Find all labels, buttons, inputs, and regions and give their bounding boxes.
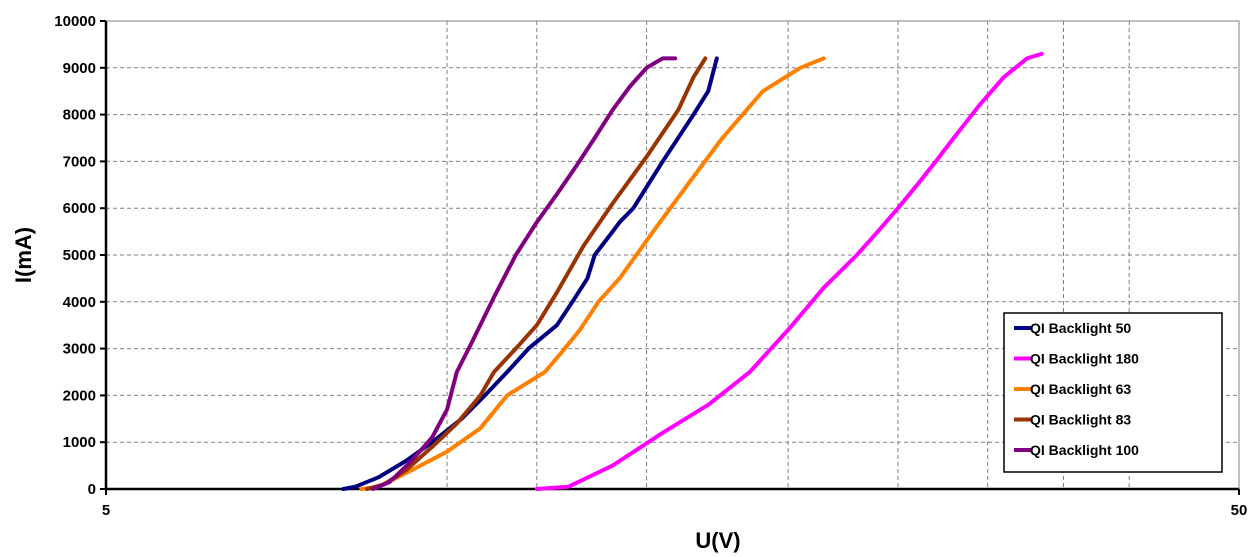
series-line bbox=[370, 56, 678, 491]
y-tick-label: 4000 bbox=[63, 294, 96, 311]
x-tick-label: 5 bbox=[102, 502, 110, 519]
legend-label: QI Backlight 63 bbox=[1030, 381, 1131, 397]
y-axis-ticks: 0 1000 2000 3000 4000 5000 6000 7000 8000 9000 100… bbox=[54, 13, 106, 498]
y-tick-label: 0 bbox=[88, 481, 96, 498]
legend-box bbox=[1003, 312, 1223, 473]
series-line bbox=[365, 56, 708, 491]
y-tick-label: 1000 bbox=[63, 434, 96, 451]
y-tick-label: 7000 bbox=[63, 153, 96, 170]
y-tick-label: 3000 bbox=[63, 341, 96, 358]
legend-label: QI Backlight 180 bbox=[1030, 351, 1139, 367]
y-tick-label: 5000 bbox=[63, 247, 96, 264]
legend: QI Backlight 50 QI Backlight 180 QI Backli… bbox=[1003, 312, 1223, 473]
y-tick-label: 6000 bbox=[63, 200, 96, 217]
legend-label: QI Backlight 50 bbox=[1030, 320, 1131, 336]
gridlines bbox=[106, 20, 1239, 489]
series-line bbox=[359, 56, 826, 491]
y-tick-label: 10000 bbox=[54, 13, 96, 30]
series-line bbox=[534, 51, 1044, 491]
legend-label: QI Backlight 83 bbox=[1030, 412, 1131, 428]
y-tick-label: 8000 bbox=[63, 107, 96, 124]
x-tick-label: 50 bbox=[1231, 502, 1248, 519]
legend-label: QI Backlight 100 bbox=[1030, 442, 1139, 458]
x-axis-title: U(V) bbox=[695, 528, 740, 553]
series-line bbox=[341, 56, 719, 491]
y-tick-label: 9000 bbox=[63, 60, 96, 77]
series-lines bbox=[341, 51, 1044, 491]
x-axis-ticks: 5 50 bbox=[102, 489, 1248, 519]
y-axis-title: I(mA) bbox=[11, 227, 36, 283]
y-tick-label: 2000 bbox=[63, 387, 96, 404]
